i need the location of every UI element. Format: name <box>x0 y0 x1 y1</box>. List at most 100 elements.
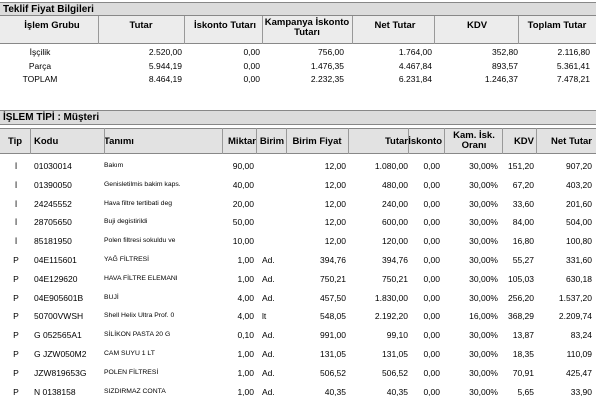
table-cell: Ad. <box>262 367 275 378</box>
table-cell: P <box>13 273 19 284</box>
table-cell: 0,00 <box>423 330 440 341</box>
table-cell: 105,03 <box>508 273 534 284</box>
header-iskonto: İskonto <box>408 136 442 147</box>
section-title: Teklif Fiyat Bilgileri <box>3 4 94 15</box>
table-cell: G JZW050M2 <box>34 349 87 359</box>
table-cell: İ <box>14 179 18 190</box>
header-net-tutar: Net Tutar <box>551 136 592 147</box>
table-row: İ 28705650 Buji degistirildi 50,00 12,00 600,… <box>0 216 596 232</box>
table-cell: 0,00 <box>423 386 440 397</box>
table-row: P 04E115601 YAĞ FİLTRESİ 1,00 Ad. 394,76 394,7… <box>0 254 596 270</box>
table-cell: 5.361,41 <box>556 60 590 71</box>
table-cell: 70,91 <box>512 367 534 378</box>
table-cell: 01390050 <box>34 179 72 190</box>
table-row: P JZW819653G POLEN FİLTRESİ 1,00 Ad. 506,52 50… <box>0 367 596 383</box>
column-divider <box>518 16 519 44</box>
table-cell: 30,00% <box>469 273 498 284</box>
section-title-bar: Teklif Fiyat Bilgileri <box>0 2 596 16</box>
table-cell: 0,00 <box>423 273 440 284</box>
table-cell: Parça <box>28 60 52 71</box>
table-cell: 600,00 <box>382 217 408 228</box>
table-cell: 394,76 <box>382 255 408 265</box>
table-cell: 99,10 <box>386 330 408 341</box>
table-cell: 991,00 <box>320 330 346 341</box>
table-cell: 331,60 <box>566 255 592 265</box>
table-cell: 40,00 <box>232 179 254 190</box>
table-cell: 7.478,21 <box>556 74 590 84</box>
table-cell: 756,00 <box>318 47 344 57</box>
table-cell: 907,20 <box>566 161 592 171</box>
table-cell: Ad. <box>262 292 275 303</box>
table-cell: 16,00% <box>469 311 498 322</box>
table-cell: Ad. <box>262 255 275 265</box>
table-cell: Hava filtre tertibati deg <box>104 199 173 207</box>
table-cell: 630,18 <box>566 273 592 284</box>
table-cell: 0,00 <box>243 74 260 84</box>
table-cell: 1,00 <box>237 386 254 397</box>
table-cell: P <box>13 367 19 378</box>
table-row: İ 01030014 Bakım 90,00 12,00 1.080,00 0,00 30,0… <box>0 160 596 176</box>
table-cell: 1,00 <box>237 349 254 359</box>
table-cell: 18,35 <box>512 349 534 359</box>
table-cell: 151,20 <box>508 161 534 171</box>
table-cell: 352,80 <box>492 47 518 57</box>
header-kampanya-iskonto-tutari: Kampanya İskonto Tutarı <box>264 17 350 38</box>
table-cell: 30,00% <box>469 255 498 265</box>
table-cell: 12,00 <box>324 217 346 228</box>
table-cell: 5.944,19 <box>148 60 182 71</box>
table-cell: 4,00 <box>237 292 254 303</box>
table-cell: 0,00 <box>243 47 260 57</box>
table-cell: Buji degistirildi <box>104 218 148 226</box>
section-title-bar: İŞLEM TİPİ : Müşteri <box>0 110 596 125</box>
table-cell: İ <box>14 161 18 171</box>
table-cell: 1.764,00 <box>398 47 432 57</box>
table-cell: 04E115601 <box>34 255 77 265</box>
table-cell: POLEN FİLTRESİ <box>104 368 159 376</box>
table-cell: 33,90 <box>570 386 592 397</box>
column-divider <box>222 128 223 154</box>
table-cell: 30,00% <box>469 217 498 228</box>
header-iskonto-tutari: İskonto Tutarı <box>193 20 257 31</box>
table-cell: CAM SUYU 1 LT <box>104 350 155 357</box>
table-cell: 2.116,80 <box>557 47 590 57</box>
column-divider <box>352 16 353 44</box>
table-cell: 12,00 <box>324 161 346 171</box>
table-cell: 40,35 <box>386 386 408 397</box>
table-cell: TOPLAM <box>22 74 58 84</box>
table-cell: 0,00 <box>423 236 440 247</box>
table-cell: 04E129620 <box>34 273 78 284</box>
table-cell: 6.231,84 <box>398 74 432 84</box>
table-cell: 04E905601B <box>34 292 84 303</box>
table-cell: İ <box>14 217 18 228</box>
table-cell: 0,00 <box>423 161 440 171</box>
table-cell: 457,50 <box>320 292 346 303</box>
table-cell: BUJİ <box>104 293 119 301</box>
table-row: P 04E129620 HAVA FİLTRE ELEMANI 1,00 Ad. 750,… <box>0 273 596 289</box>
table-cell: 8.464,19 <box>148 74 182 84</box>
table-cell: 12,00 <box>324 236 346 247</box>
table-cell: JZW819653G <box>34 367 87 378</box>
table-header <box>0 16 596 44</box>
table-cell: 20,00 <box>232 198 254 209</box>
column-divider <box>104 128 105 154</box>
table-row: İ 24245552 Hava filtre tertibati deg 20,00 1… <box>0 198 596 214</box>
table-row: P 50700VWSH Shell Helix Ultra Prof. 0 4,00 l… <box>0 310 596 326</box>
table-cell: 0,00 <box>423 255 440 265</box>
table-row: İ 85181950 Polen filtresi sokuldu ve 10,00 1… <box>0 235 596 251</box>
table-cell: P <box>13 255 19 265</box>
table-cell: 83,24 <box>570 330 592 341</box>
table-header <box>0 128 596 154</box>
column-divider <box>536 128 537 154</box>
column-divider <box>256 128 257 154</box>
table-cell: Genisletilmis bakim kaps. <box>104 180 181 188</box>
table-row: İşçilik 2.520,00 0,00 756,00 1.764,00 352,80 2… <box>0 46 596 59</box>
table-row: TOPLAM 8.464,19 0,00 2.232,35 6.231,84 1.246,… <box>0 73 596 86</box>
table-cell: 01030014 <box>34 161 72 171</box>
table-cell: 12,00 <box>324 198 346 209</box>
column-divider <box>444 128 445 154</box>
table-cell: 750,21 <box>320 273 346 284</box>
header-tutar: Tutar <box>129 20 153 31</box>
table-cell: 30,00% <box>469 198 498 209</box>
table-cell: 256,20 <box>508 292 534 303</box>
table-cell: 425,47 <box>566 367 592 378</box>
